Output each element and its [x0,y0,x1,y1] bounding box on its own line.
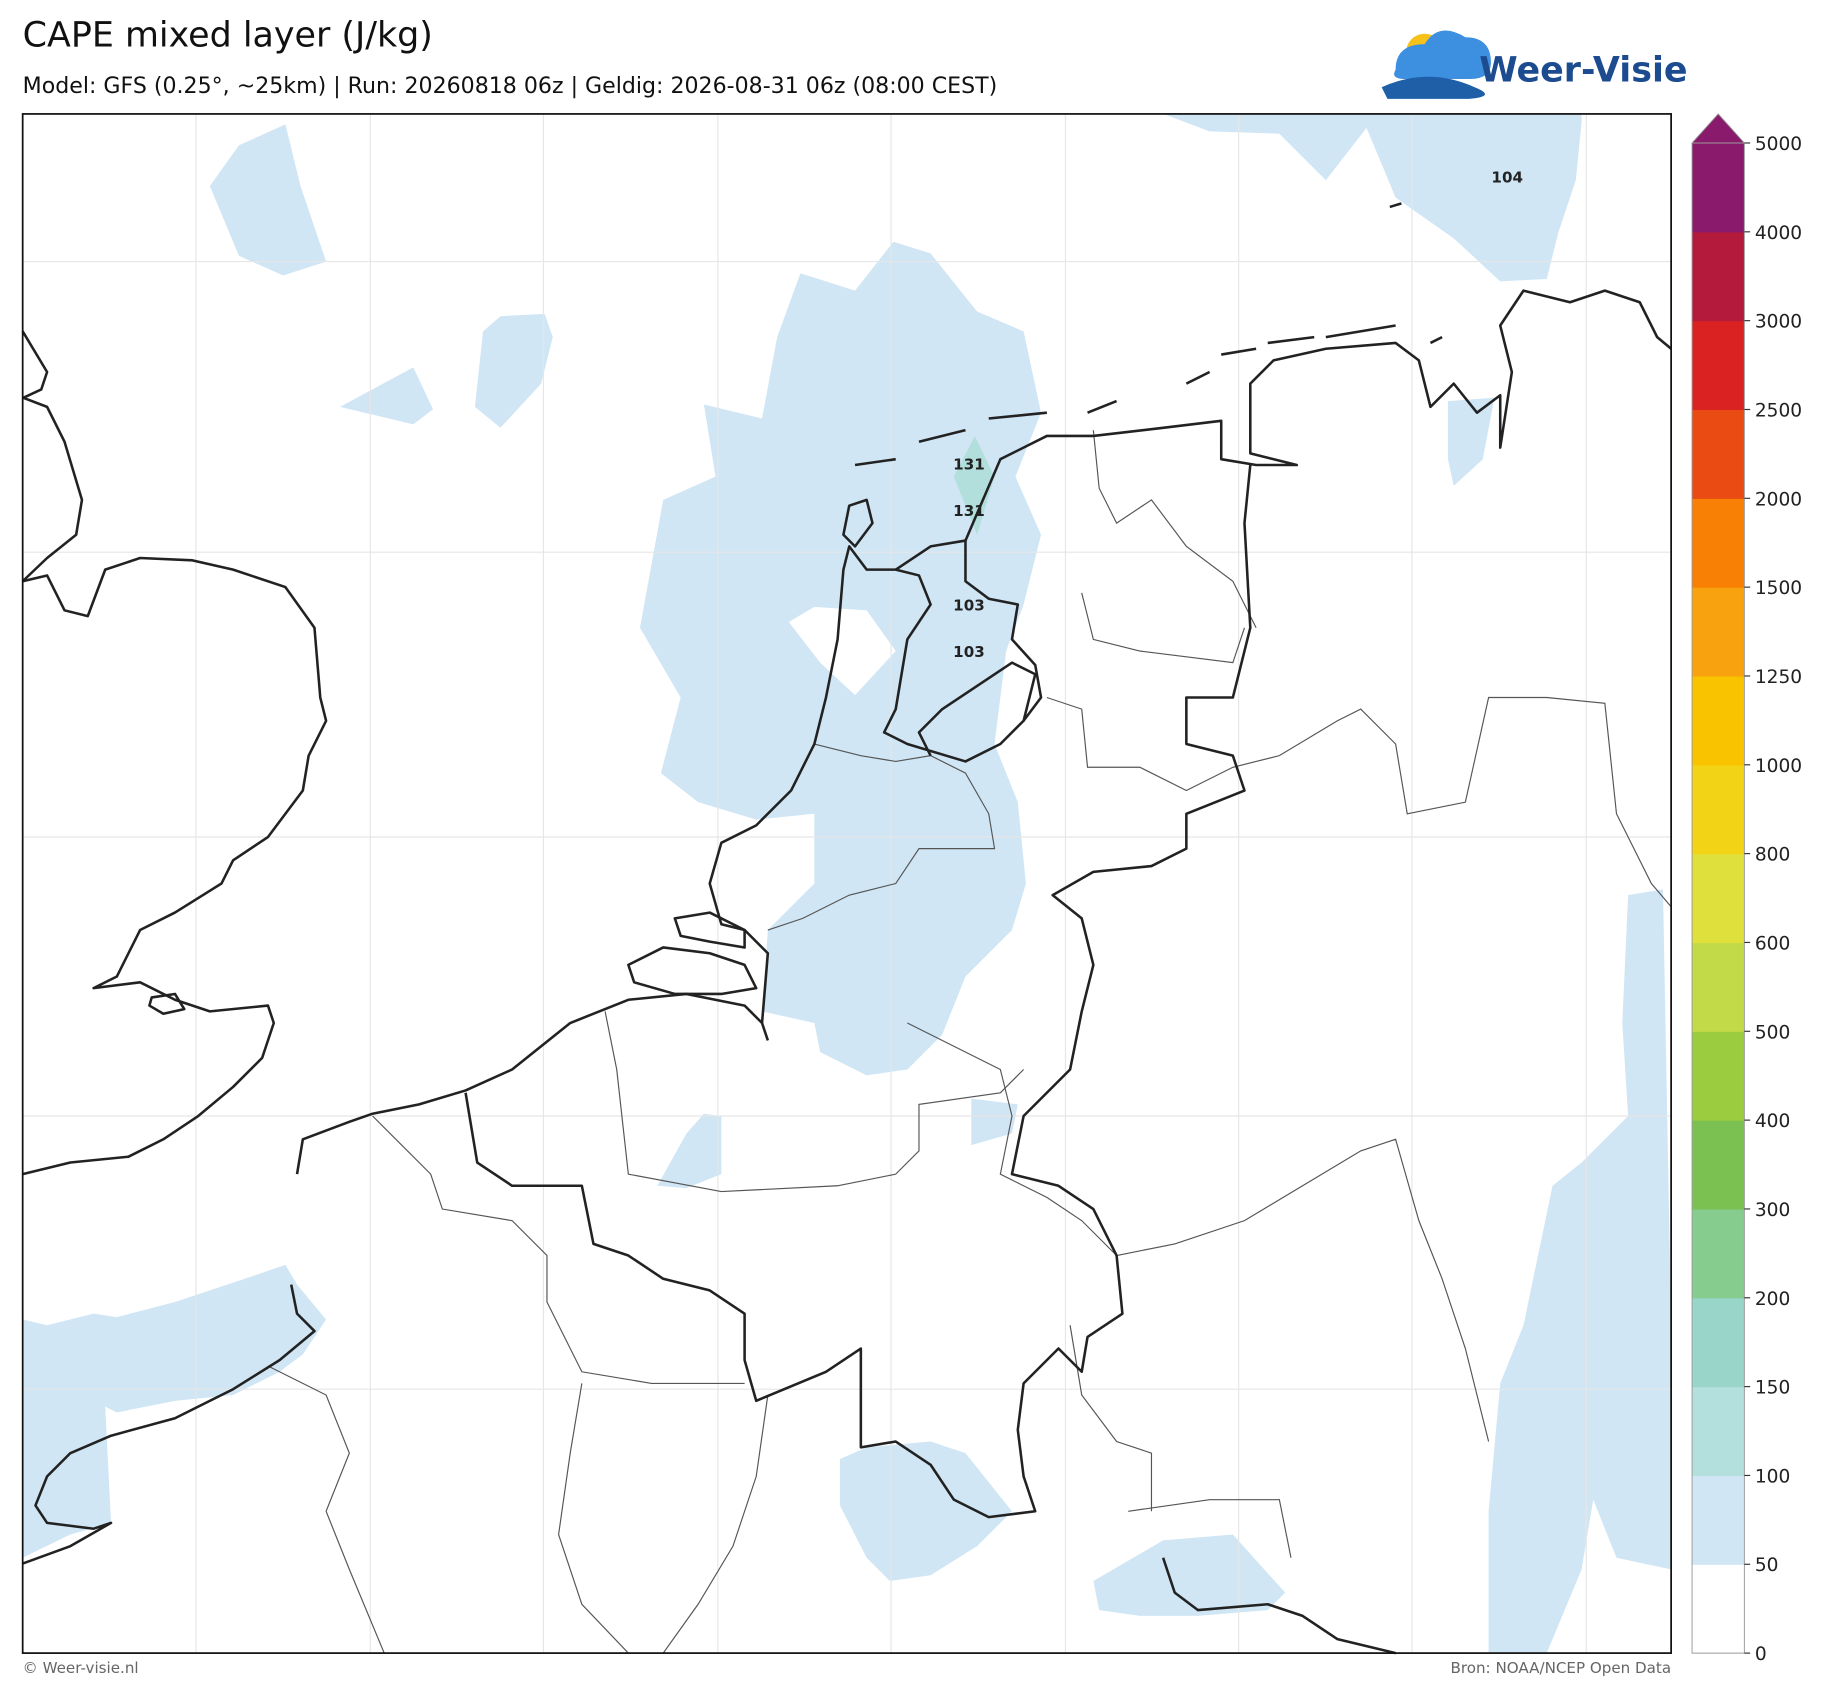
colorbar-segment [1692,587,1745,677]
colorbar-segment [1692,1031,1745,1121]
logo-cloud [1394,30,1491,80]
colorbar-tick-label: 100 [1755,1466,1791,1487]
title: CAPE mixed layer (J/kg) [23,16,433,56]
border [557,1383,629,1654]
border [1116,1138,1490,1442]
border [1069,1325,1153,1512]
colorbar-segment [1692,1564,1745,1654]
value-labels: 131 131 103 103 104 [953,169,1523,661]
colorbar-segment [1692,409,1745,499]
colorbar-tick-label: 50 [1755,1555,1779,1576]
colorbar-frame [1691,142,1745,1654]
colorbar-tick-label: 600 [1755,933,1791,954]
colorbar-tick-label: 150 [1755,1378,1791,1399]
colorbar-tick-label: 1250 [1755,667,1802,688]
value-label: 131 [953,502,985,520]
cape-area [1093,1534,1286,1616]
colorbar: 0 50 100 150 200 300 400 500 600 800 1000 1250 1500 2… [1691,113,1802,1665]
map: 131 131 103 103 104 [21,113,1672,1655]
coastline [854,202,1443,467]
colorbar-tick-label: 300 [1755,1200,1791,1221]
map-frame [21,113,1672,1654]
logo-wave [1381,76,1485,99]
coastline [627,946,758,996]
cape-area [1447,397,1495,486]
footer-left: © Weer-visie.nl [23,1659,139,1677]
border [372,1115,745,1384]
border [1081,592,1246,664]
coastline [964,289,1672,542]
footer-right: Bron: NOAA/NCEP Open Data [1450,1659,1671,1677]
value-label: 103 [953,596,985,614]
colorbar-segment [1692,231,1745,322]
subtitle: Model: GFS (0.25°, ~25km) | Run: 2026081… [23,74,998,99]
coastline [295,992,770,1175]
coastline [673,911,746,949]
colorbar-segment [1692,853,1745,944]
cape-area [340,367,434,425]
logo: Weer-Visie [1381,30,1688,99]
coastline [148,992,186,1015]
value-label: 103 [953,643,985,661]
gap [788,606,896,696]
coastline [464,464,1252,1519]
coastline [708,545,1037,1024]
border [267,1365,385,1654]
logo-text: Weer-Visie [1479,50,1687,90]
cape-area [839,1441,1012,1582]
colorbar-tick-label: 500 [1755,1022,1791,1043]
colorbar-extend [1691,113,1746,144]
cape-area [22,1264,327,1558]
cape-area [1488,889,1672,1654]
border [1046,696,1672,908]
colorbar-tick-label: 3000 [1755,312,1802,333]
colorbar-segment [1692,675,1745,766]
colorbar-tick-label: 800 [1755,845,1791,866]
colorbar-tick-label: 200 [1755,1289,1791,1310]
colorbar-segment [1692,1208,1745,1299]
colorbar-tick-label: 2000 [1755,489,1802,510]
cape-area-high [953,435,995,535]
coastline [21,330,84,583]
colorbar-segment [1692,1297,1745,1388]
cape-area [209,124,327,276]
colorbar-tick-label: 4000 [1755,223,1802,244]
coastline [22,556,328,1176]
colorbar-tick-label: 5000 [1755,134,1802,155]
value-label: 131 [953,456,985,474]
colorbar-tick-label: 2500 [1755,400,1802,421]
border [1128,1499,1292,1558]
cape-area [474,313,553,428]
border [767,743,996,931]
borders [267,430,1672,1654]
colorbar-segment [1692,764,1745,855]
colorbar-segment [1692,498,1745,588]
colorbar-segment [1692,1475,1745,1565]
coastlines [21,202,1672,1655]
border [662,1394,769,1654]
colorbar-segment [1692,142,1745,233]
colorbar-segment [1692,1120,1745,1210]
colorbar-tick-label: 1000 [1755,756,1802,777]
coastline [22,1284,316,1565]
cape-area [971,1098,1018,1146]
coastline [895,539,1043,722]
border [604,1011,1025,1193]
colorbar-segment [1692,320,1745,411]
coastline [1161,1557,1396,1655]
cape-area [657,1113,722,1189]
cape-area [1163,113,1582,282]
colorbar-tick-label: 0 [1755,1644,1767,1665]
border [1092,430,1257,629]
colorbar-segment [1692,1386,1745,1477]
border [907,1022,1118,1256]
cape-areas [22,113,1672,1654]
value-label: 104 [1491,169,1523,187]
colorbar-segment [1692,942,1745,1032]
colorbar-tick-label: 1500 [1755,578,1802,599]
coastline [842,498,874,548]
colorbar-tick-label: 400 [1755,1111,1791,1132]
